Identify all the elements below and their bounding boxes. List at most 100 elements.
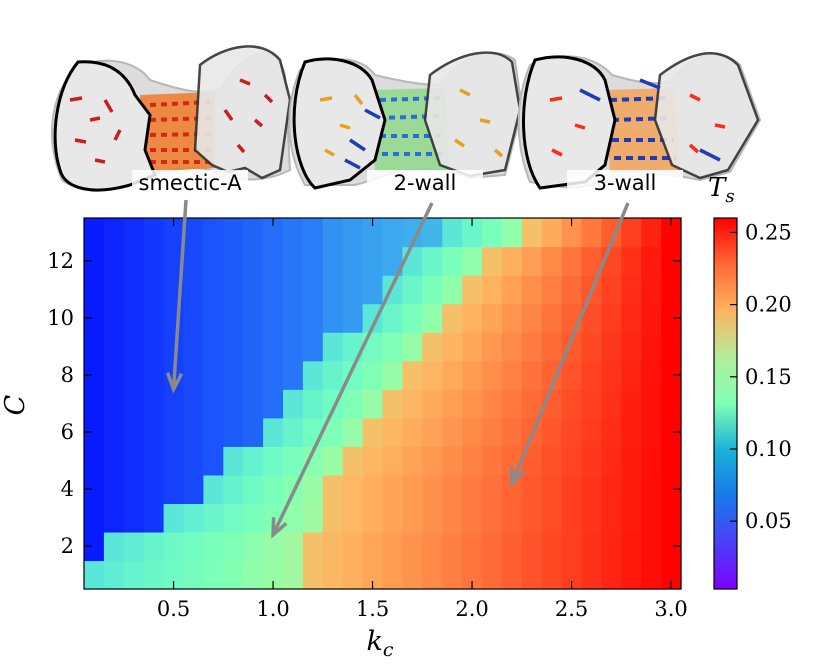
annotation-arrowhead [509,465,526,488]
heatmap-cell [243,560,264,590]
heatmap-cell [641,275,662,305]
heatmap-cell [183,503,204,533]
heatmap-cell [442,360,463,390]
heatmap-cell [521,275,543,305]
heatmap-cell [601,360,622,390]
heatmap-cell [243,474,264,504]
heatmap-cell [203,474,224,504]
heatmap-cell [581,218,602,248]
heatmap-cell [482,446,503,476]
heatmap-cell [501,360,523,390]
heatmap-cell [84,531,105,562]
heatmap-cell [183,218,204,248]
heatmap-cell [501,218,523,248]
heatmap-cell [183,560,204,590]
heatmap-cell [123,360,145,390]
heatmap-cell [621,389,642,419]
heatmap-cell [143,332,165,362]
heatmap-cell [482,503,503,533]
heatmap-cell [561,474,583,504]
heatmap-cell [621,275,642,305]
heatmap-cell [442,389,463,419]
heatmap-cell [342,218,364,248]
heatmap-cell [541,303,563,333]
heatmap-cell [462,474,483,504]
heatmap-cell [123,389,145,419]
heatmap-cell [581,246,602,276]
heatmap-cell [362,446,384,476]
snapshot-2-wall [288,51,524,190]
heatmap-cell [342,246,364,276]
heatmap-cell [103,332,125,362]
y-tick-label: 10 [47,306,74,330]
heatmap-cell [143,560,165,590]
heatmap-cell [521,560,543,590]
heatmap-cell [263,560,284,590]
heatmap-cell [123,303,145,333]
heatmap-cell [183,474,204,504]
plot-frame [83,217,682,590]
heatmap-cell [621,503,642,533]
heatmap-cell [362,503,384,533]
heatmap-cell [521,360,543,390]
heatmap-cell [263,275,284,305]
heatmap-cell [561,503,583,533]
heatmap-cell [641,503,662,533]
heatmap-cell [203,531,224,562]
heatmap-cell [521,332,543,362]
heatmap-cell [263,417,284,447]
heatmap-cell [521,218,543,248]
annotation-label-bg [567,170,683,196]
x-tick-label: 1.5 [356,597,389,621]
heatmap-cell [203,560,224,590]
heatmap-cell [462,417,483,447]
heatmap-cell [501,389,523,419]
heatmap-cell [402,417,423,447]
heatmap-cell [143,303,165,333]
heatmap-cell [422,560,443,590]
heatmap-cell [163,560,185,590]
annotation-label: 3-wall [594,171,657,195]
heatmap-cell [621,417,642,447]
heatmap-cell [103,446,125,476]
x-tick-label: 0.5 [157,597,190,621]
heatmap-cell [263,531,284,562]
heatmap-cell [84,389,105,419]
y-axis: 2 4 6 8 10 12 [47,249,681,558]
heatmap-cell [223,303,244,333]
heatmap-cell [123,332,145,362]
heatmap-cell [302,275,324,305]
heatmap-cell [223,503,244,533]
heatmap-cell [322,218,344,248]
heatmap-cell [501,474,523,504]
heatmap-cell [123,503,145,533]
annotation-arrowhead [165,372,184,394]
heatmap-cell [84,303,105,333]
heatmap-cell [163,474,185,504]
heatmap-cell [601,446,622,476]
heatmap-cell [223,218,244,248]
heatmap-cell [541,275,563,305]
heatmap-cell [521,303,543,333]
y-tick-label: 4 [61,477,74,501]
heatmap-cell [482,474,503,504]
heatmap-cell [143,417,165,447]
heatmap-cell [223,560,244,590]
heatmap-cell [223,275,244,305]
colorbar: 0.05 0.10 0.15 0.20 0.25 Ts [708,173,792,590]
heatmap-cell [501,503,523,533]
heatmap-cell [521,389,543,419]
heatmap-cell [482,417,503,447]
heatmap-cell [183,275,204,305]
heatmap-cell [243,531,264,562]
heatmap-cell [382,503,403,533]
y-tick-label: 6 [61,420,74,444]
heatmap-cell [402,560,423,590]
heatmap-cell [422,303,443,333]
heatmap-cell [482,332,503,362]
heatmap-cell [322,417,344,447]
heatmap-cell [183,360,204,390]
heatmap-cell [223,446,244,476]
heatmap-cell [163,218,185,248]
heatmap-cell [362,389,384,419]
